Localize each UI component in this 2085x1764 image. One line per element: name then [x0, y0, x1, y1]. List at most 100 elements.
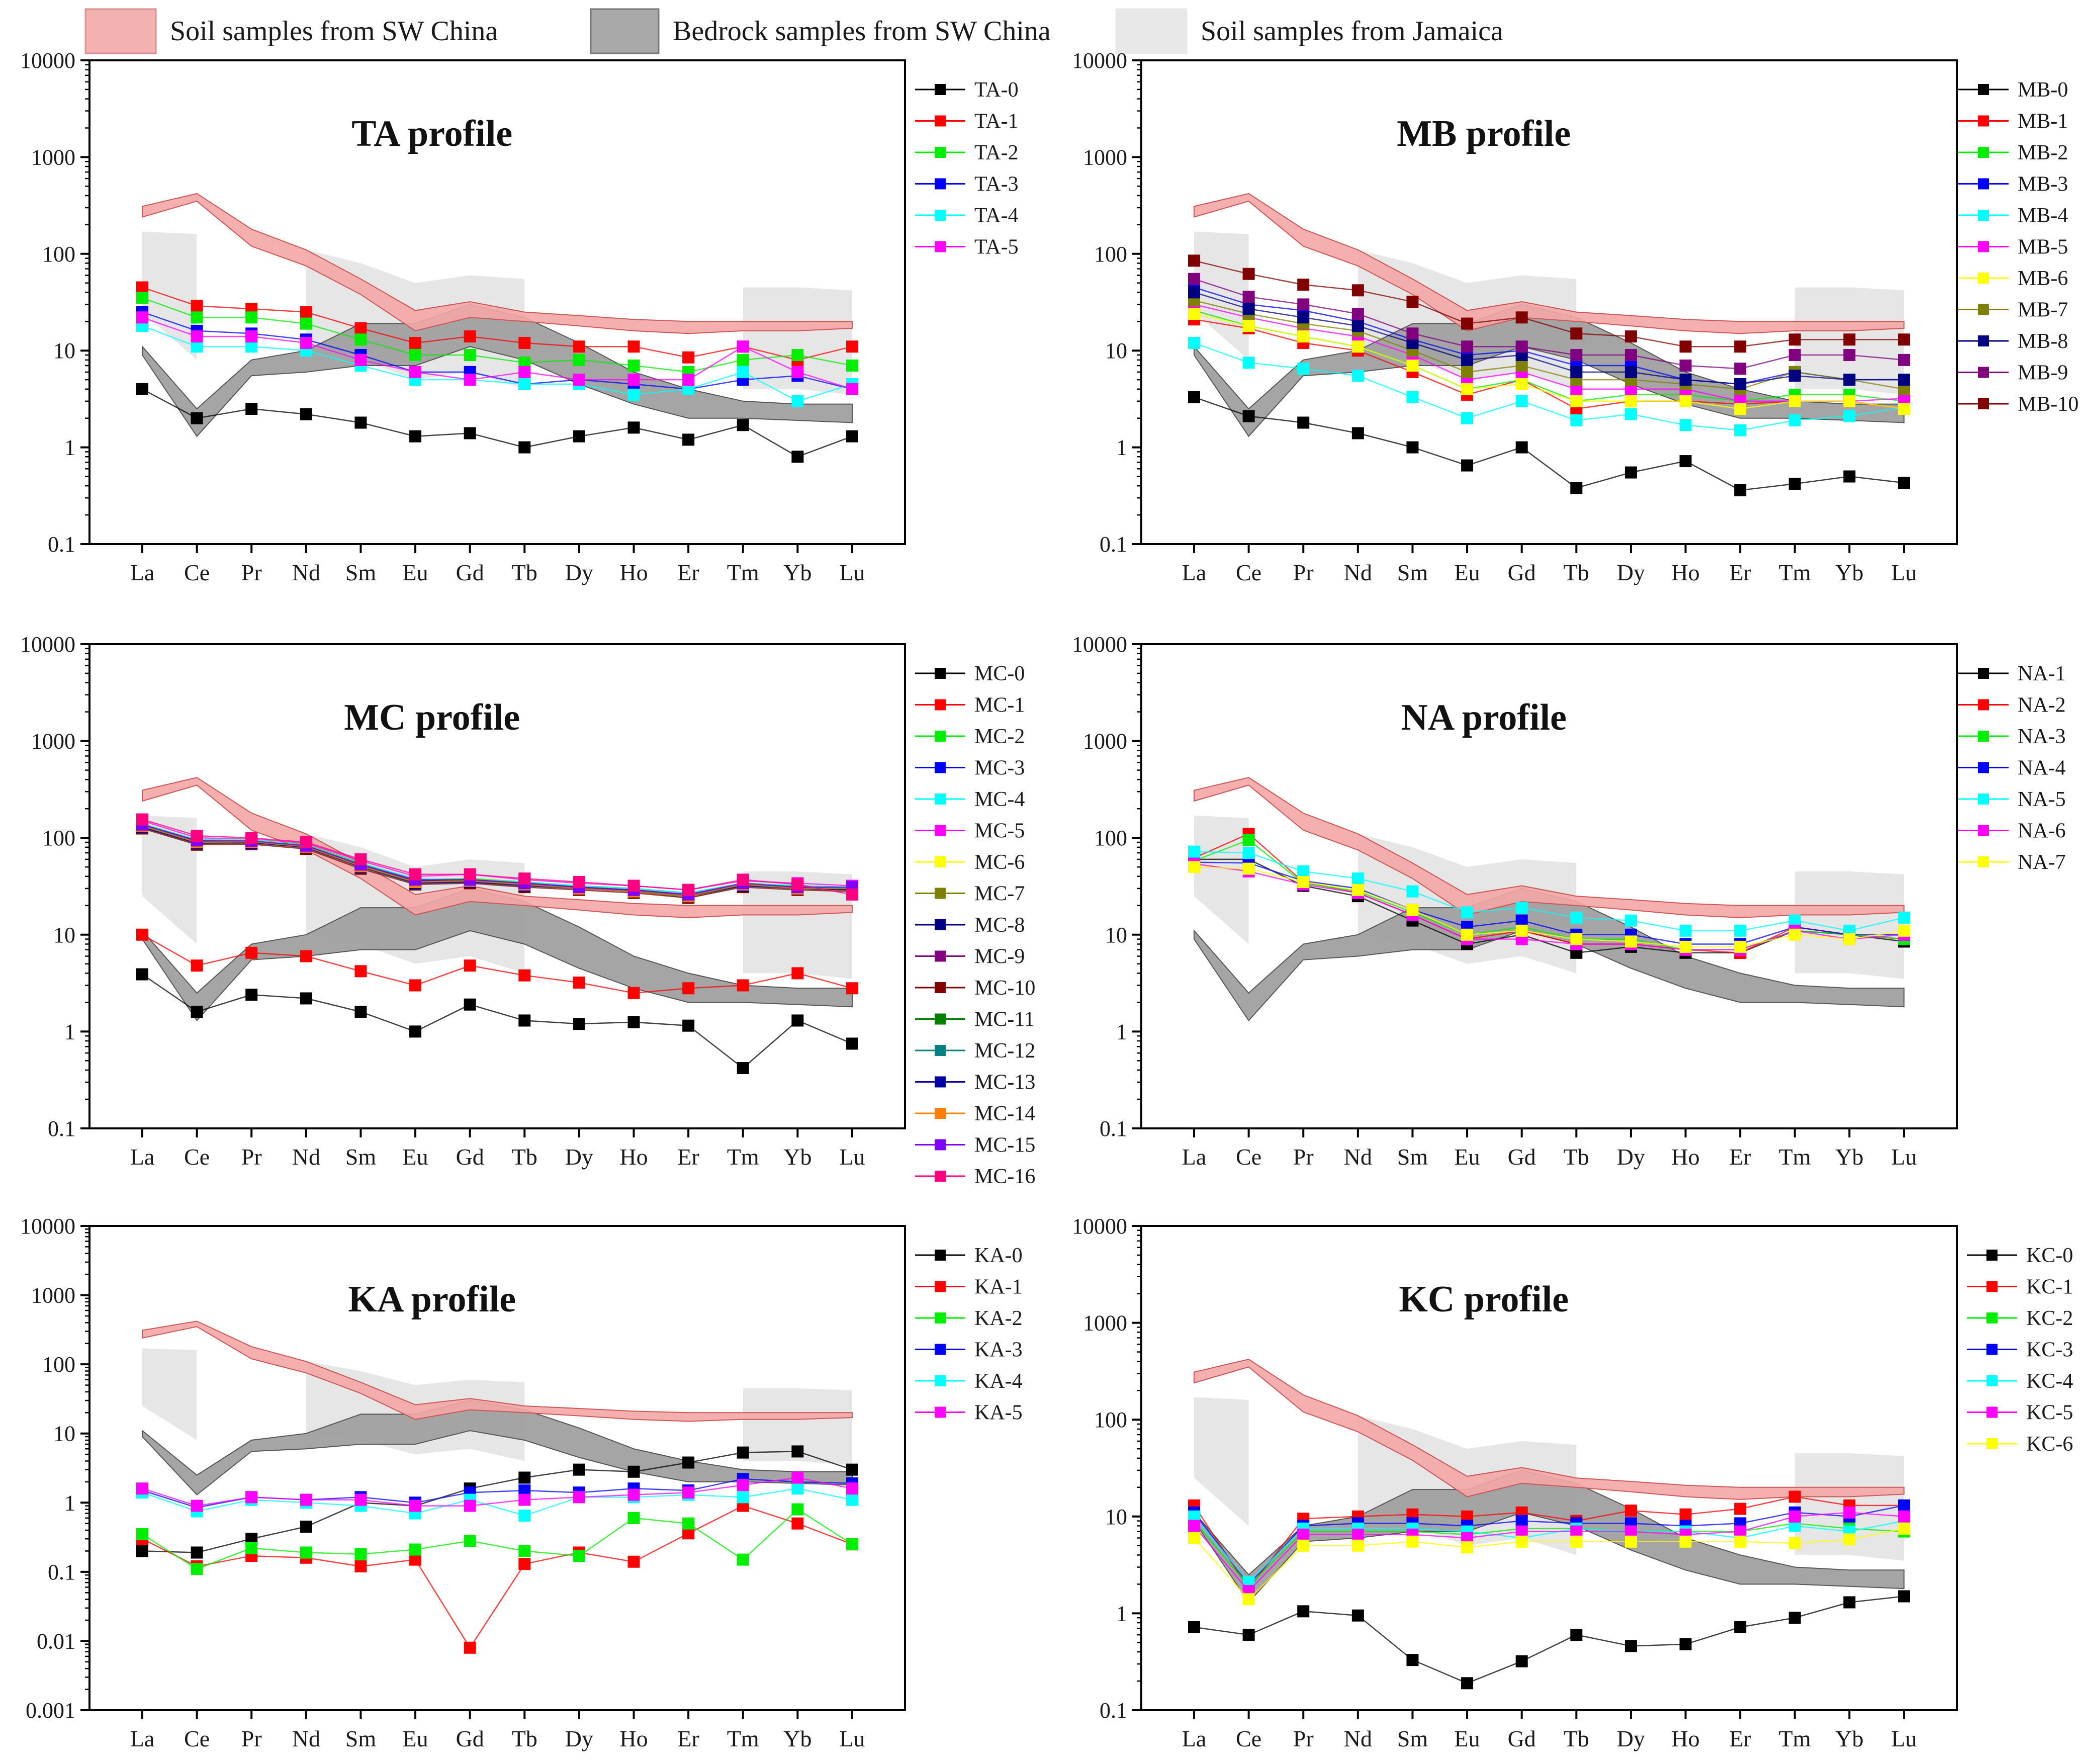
top-legend-item: Bedrock samples from SW China: [590, 8, 1051, 54]
data-point: [245, 330, 258, 343]
data-point: [518, 1545, 531, 1557]
data-point: [409, 366, 422, 378]
x-tick-label: Ho: [1671, 1726, 1699, 1751]
data-point: [136, 1482, 148, 1495]
data-point: [627, 1488, 640, 1501]
data-point: [1351, 1528, 1364, 1541]
legend-marker: [1978, 210, 1989, 221]
legend-label: MC-4: [974, 788, 1025, 811]
data-point: [136, 311, 148, 324]
data-point: [627, 1016, 640, 1028]
data-point: [846, 982, 858, 995]
legend-label: NA-3: [2018, 725, 2066, 748]
legend-label: MB-5: [2018, 236, 2068, 259]
x-tick-label: Er: [677, 1726, 699, 1751]
y-tick-label: 10: [1105, 1505, 1127, 1529]
plot-area: [136, 193, 858, 463]
data-point: [1679, 1638, 1692, 1650]
legend-item: MB-2: [1958, 141, 2068, 164]
legend-label: MB-1: [2018, 110, 2068, 133]
x-tick-label: La: [1182, 560, 1207, 585]
legend-item: MB-9: [1958, 362, 2068, 385]
x-tick-label: Pr: [1293, 560, 1314, 585]
x-tick-label: Eu: [1455, 560, 1480, 585]
legend-item: KA-5: [915, 1401, 1023, 1425]
data-point: [737, 340, 749, 353]
series-line: [142, 826, 853, 897]
data-point: [1515, 340, 1528, 353]
legend-item: KC-6: [1967, 1433, 2073, 1456]
legend-label: KC-4: [2026, 1370, 2073, 1393]
data-point: [1624, 1505, 1637, 1517]
x-tick-label: Tm: [1779, 1144, 1811, 1170]
legend-marker: [935, 1013, 946, 1025]
legend-label: KC-0: [2026, 1244, 2073, 1267]
legend-label: MB-8: [2018, 330, 2068, 353]
legend-item: MC-3: [915, 757, 1025, 780]
series-line: [1194, 1505, 1905, 1585]
x-tick-label: Tb: [512, 560, 537, 585]
x-tick-label: Nd: [1344, 1726, 1372, 1751]
x-tick-label: Pr: [241, 1144, 262, 1170]
data-point: [191, 412, 203, 424]
legend-label: MC-6: [974, 851, 1025, 874]
data-point: [464, 427, 476, 439]
legend-item: KC-0: [1967, 1244, 2073, 1267]
legend-label: MC-1: [974, 694, 1025, 717]
legend-marker: [1978, 84, 1989, 95]
data-point: [409, 979, 422, 992]
data-point: [191, 830, 203, 842]
data-point: [464, 1500, 476, 1512]
plot-frame: [88, 643, 906, 1129]
data-point: [1461, 1541, 1474, 1554]
data-point: [1734, 484, 1747, 496]
x-tick-label: Ho: [619, 1144, 648, 1170]
data-point: [1461, 340, 1474, 353]
x-tick-label: Lu: [1891, 560, 1917, 585]
data-point: [1788, 478, 1801, 490]
y-tick-label: 1000: [1083, 729, 1127, 754]
series-legend: MC-0 MC-1 MC-2 MC-3 MC-4 MC-5 MC-6 MC-7 MC-8 MC-9…: [915, 662, 1035, 1188]
data-point: [573, 340, 585, 353]
data-point: [1788, 914, 1801, 927]
data-point: [1898, 333, 1910, 346]
data-point: [627, 388, 640, 401]
panel-mc-profile: 0.1 1 10 100 1000 10000 La Ce Pr Nd Sm Eu Gd Tb Dy Ho Er…: [20, 632, 1035, 1188]
series-mc-1: [136, 928, 858, 999]
legend-marker: [935, 856, 946, 867]
data-point: [1351, 320, 1364, 332]
data-point: [627, 1465, 640, 1478]
x-tick-label: Pr: [1293, 1726, 1314, 1751]
data-point: [191, 300, 203, 312]
legend-label: MC-16: [974, 1165, 1035, 1188]
legend-item: NA-1: [1958, 662, 2066, 685]
legend-item: MC-2: [915, 725, 1025, 748]
data-point: [354, 416, 367, 429]
data-point: [1242, 320, 1255, 332]
data-point: [1406, 327, 1419, 340]
data-point: [1843, 410, 1856, 422]
data-point: [1843, 395, 1856, 407]
panel-title: MB profile: [1397, 113, 1571, 154]
data-point: [1297, 279, 1310, 291]
y-tick-label: 10: [53, 338, 75, 363]
legend-marker: [1986, 1438, 1998, 1449]
panel-ta-profile: 0.1 1 10 100 1000 10000 La Ce Pr Nd Sm Eu Gd Tb Dy Ho Er…: [20, 48, 1019, 585]
legend-marker: [935, 1045, 946, 1056]
data-point: [300, 336, 312, 349]
x-tick-label: Tm: [727, 1726, 759, 1751]
y-tick-label: 0.1: [48, 532, 75, 557]
data-point: [1515, 914, 1528, 927]
data-point: [354, 1006, 367, 1018]
x-tick-label: Dy: [1617, 1144, 1645, 1170]
data-point: [1679, 1535, 1692, 1548]
legend-marker: [1986, 1281, 1998, 1292]
series-ka-4: [136, 1482, 858, 1522]
data-point: [1570, 395, 1583, 407]
x-tick-label: Ce: [184, 560, 210, 585]
legend-label: KA-1: [974, 1276, 1023, 1299]
data-point: [682, 884, 695, 896]
data-point: [1788, 349, 1801, 362]
legend-marker: [1978, 367, 1989, 378]
data-point: [136, 968, 148, 981]
